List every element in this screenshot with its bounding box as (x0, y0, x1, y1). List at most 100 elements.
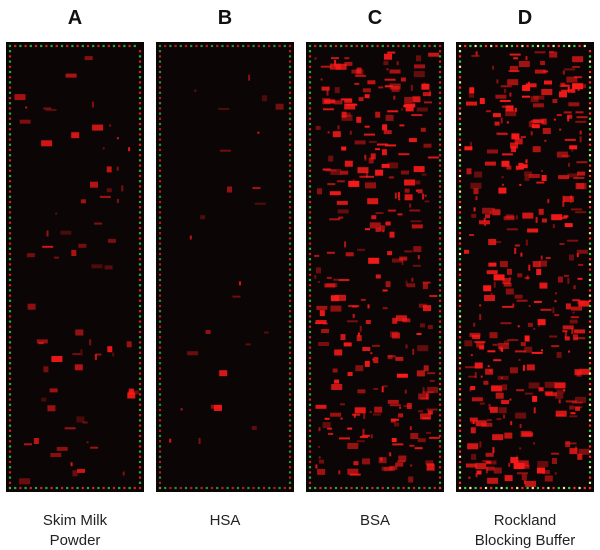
border-dot (8, 372, 12, 375)
border-dot (588, 107, 592, 110)
border-dot (588, 102, 592, 105)
panel-caption: Powder (50, 532, 101, 549)
spot (198, 437, 201, 444)
border-dot (308, 367, 312, 370)
border-dot (8, 190, 12, 193)
spot (493, 467, 502, 474)
border-dot (138, 180, 142, 183)
border-dot (438, 325, 442, 328)
spot (317, 468, 326, 475)
spot (427, 410, 433, 415)
spot (471, 397, 483, 402)
spot (568, 162, 570, 167)
border-dot (588, 180, 592, 183)
border-dot (8, 460, 12, 464)
border-dot (308, 299, 312, 302)
border-dot (588, 128, 592, 131)
border-dot (308, 169, 312, 172)
border-dot (158, 185, 162, 188)
spot (528, 304, 531, 307)
border-dot (308, 346, 312, 349)
border-dot (138, 377, 142, 380)
spot (420, 413, 431, 420)
spot (329, 63, 341, 70)
border-dot (438, 112, 442, 115)
spot (323, 108, 334, 111)
spot (364, 125, 370, 128)
spot (571, 208, 582, 211)
spot (552, 307, 555, 314)
spot (489, 406, 498, 413)
spot (522, 164, 528, 169)
border-dot (158, 128, 162, 131)
spot (489, 369, 492, 372)
border-dot (138, 102, 142, 105)
border-dot (438, 476, 442, 479)
border-dot (288, 356, 292, 360)
border-dot (8, 154, 12, 157)
spot (92, 124, 104, 131)
spot (520, 136, 526, 139)
spot (426, 408, 438, 411)
spot (371, 215, 377, 220)
spot (483, 380, 489, 385)
spot (525, 159, 528, 164)
border-dot (288, 341, 292, 344)
border-dot (458, 252, 462, 256)
border-dot (8, 356, 12, 360)
spot (328, 432, 334, 435)
spot (538, 208, 544, 215)
spot (425, 460, 434, 465)
border-dot (158, 393, 162, 396)
spot (413, 246, 422, 253)
border-dot (397, 44, 400, 48)
spot (557, 276, 563, 283)
spot (318, 342, 330, 346)
border-dot (438, 372, 442, 375)
spot (469, 91, 474, 98)
spot (475, 473, 478, 478)
border-dot (40, 44, 43, 48)
spot (340, 334, 346, 341)
spot (383, 467, 395, 472)
spot (78, 243, 87, 248)
spot (551, 214, 563, 221)
spot (340, 403, 345, 406)
border-dot (210, 44, 214, 48)
spot (424, 194, 427, 197)
border-dot (464, 44, 467, 48)
border-dot (588, 247, 592, 250)
border-dot (288, 237, 292, 240)
spot (366, 171, 368, 178)
border-dot (128, 44, 131, 48)
border-dot (418, 44, 421, 48)
border-dot (588, 414, 592, 417)
spot (515, 165, 524, 170)
spot (551, 345, 560, 348)
border-dot (288, 273, 292, 276)
spot (347, 372, 353, 376)
spot (364, 94, 370, 99)
spot (329, 191, 341, 196)
border-dot (138, 138, 142, 141)
border-dot (92, 486, 95, 490)
border-dot (158, 247, 162, 250)
border-dot (308, 440, 312, 443)
spot (344, 98, 353, 103)
spot (415, 180, 421, 185)
border-dot (288, 382, 292, 386)
spot (564, 138, 576, 141)
border-dot (288, 185, 292, 188)
spot (385, 221, 391, 226)
spot (502, 278, 511, 284)
border-dot (458, 148, 462, 152)
border-dot (438, 55, 442, 58)
border-dot (438, 403, 442, 406)
spot (389, 231, 395, 238)
border-dot (288, 174, 292, 178)
border-dot (458, 382, 462, 386)
border-dot (531, 44, 534, 48)
spot (495, 94, 507, 99)
